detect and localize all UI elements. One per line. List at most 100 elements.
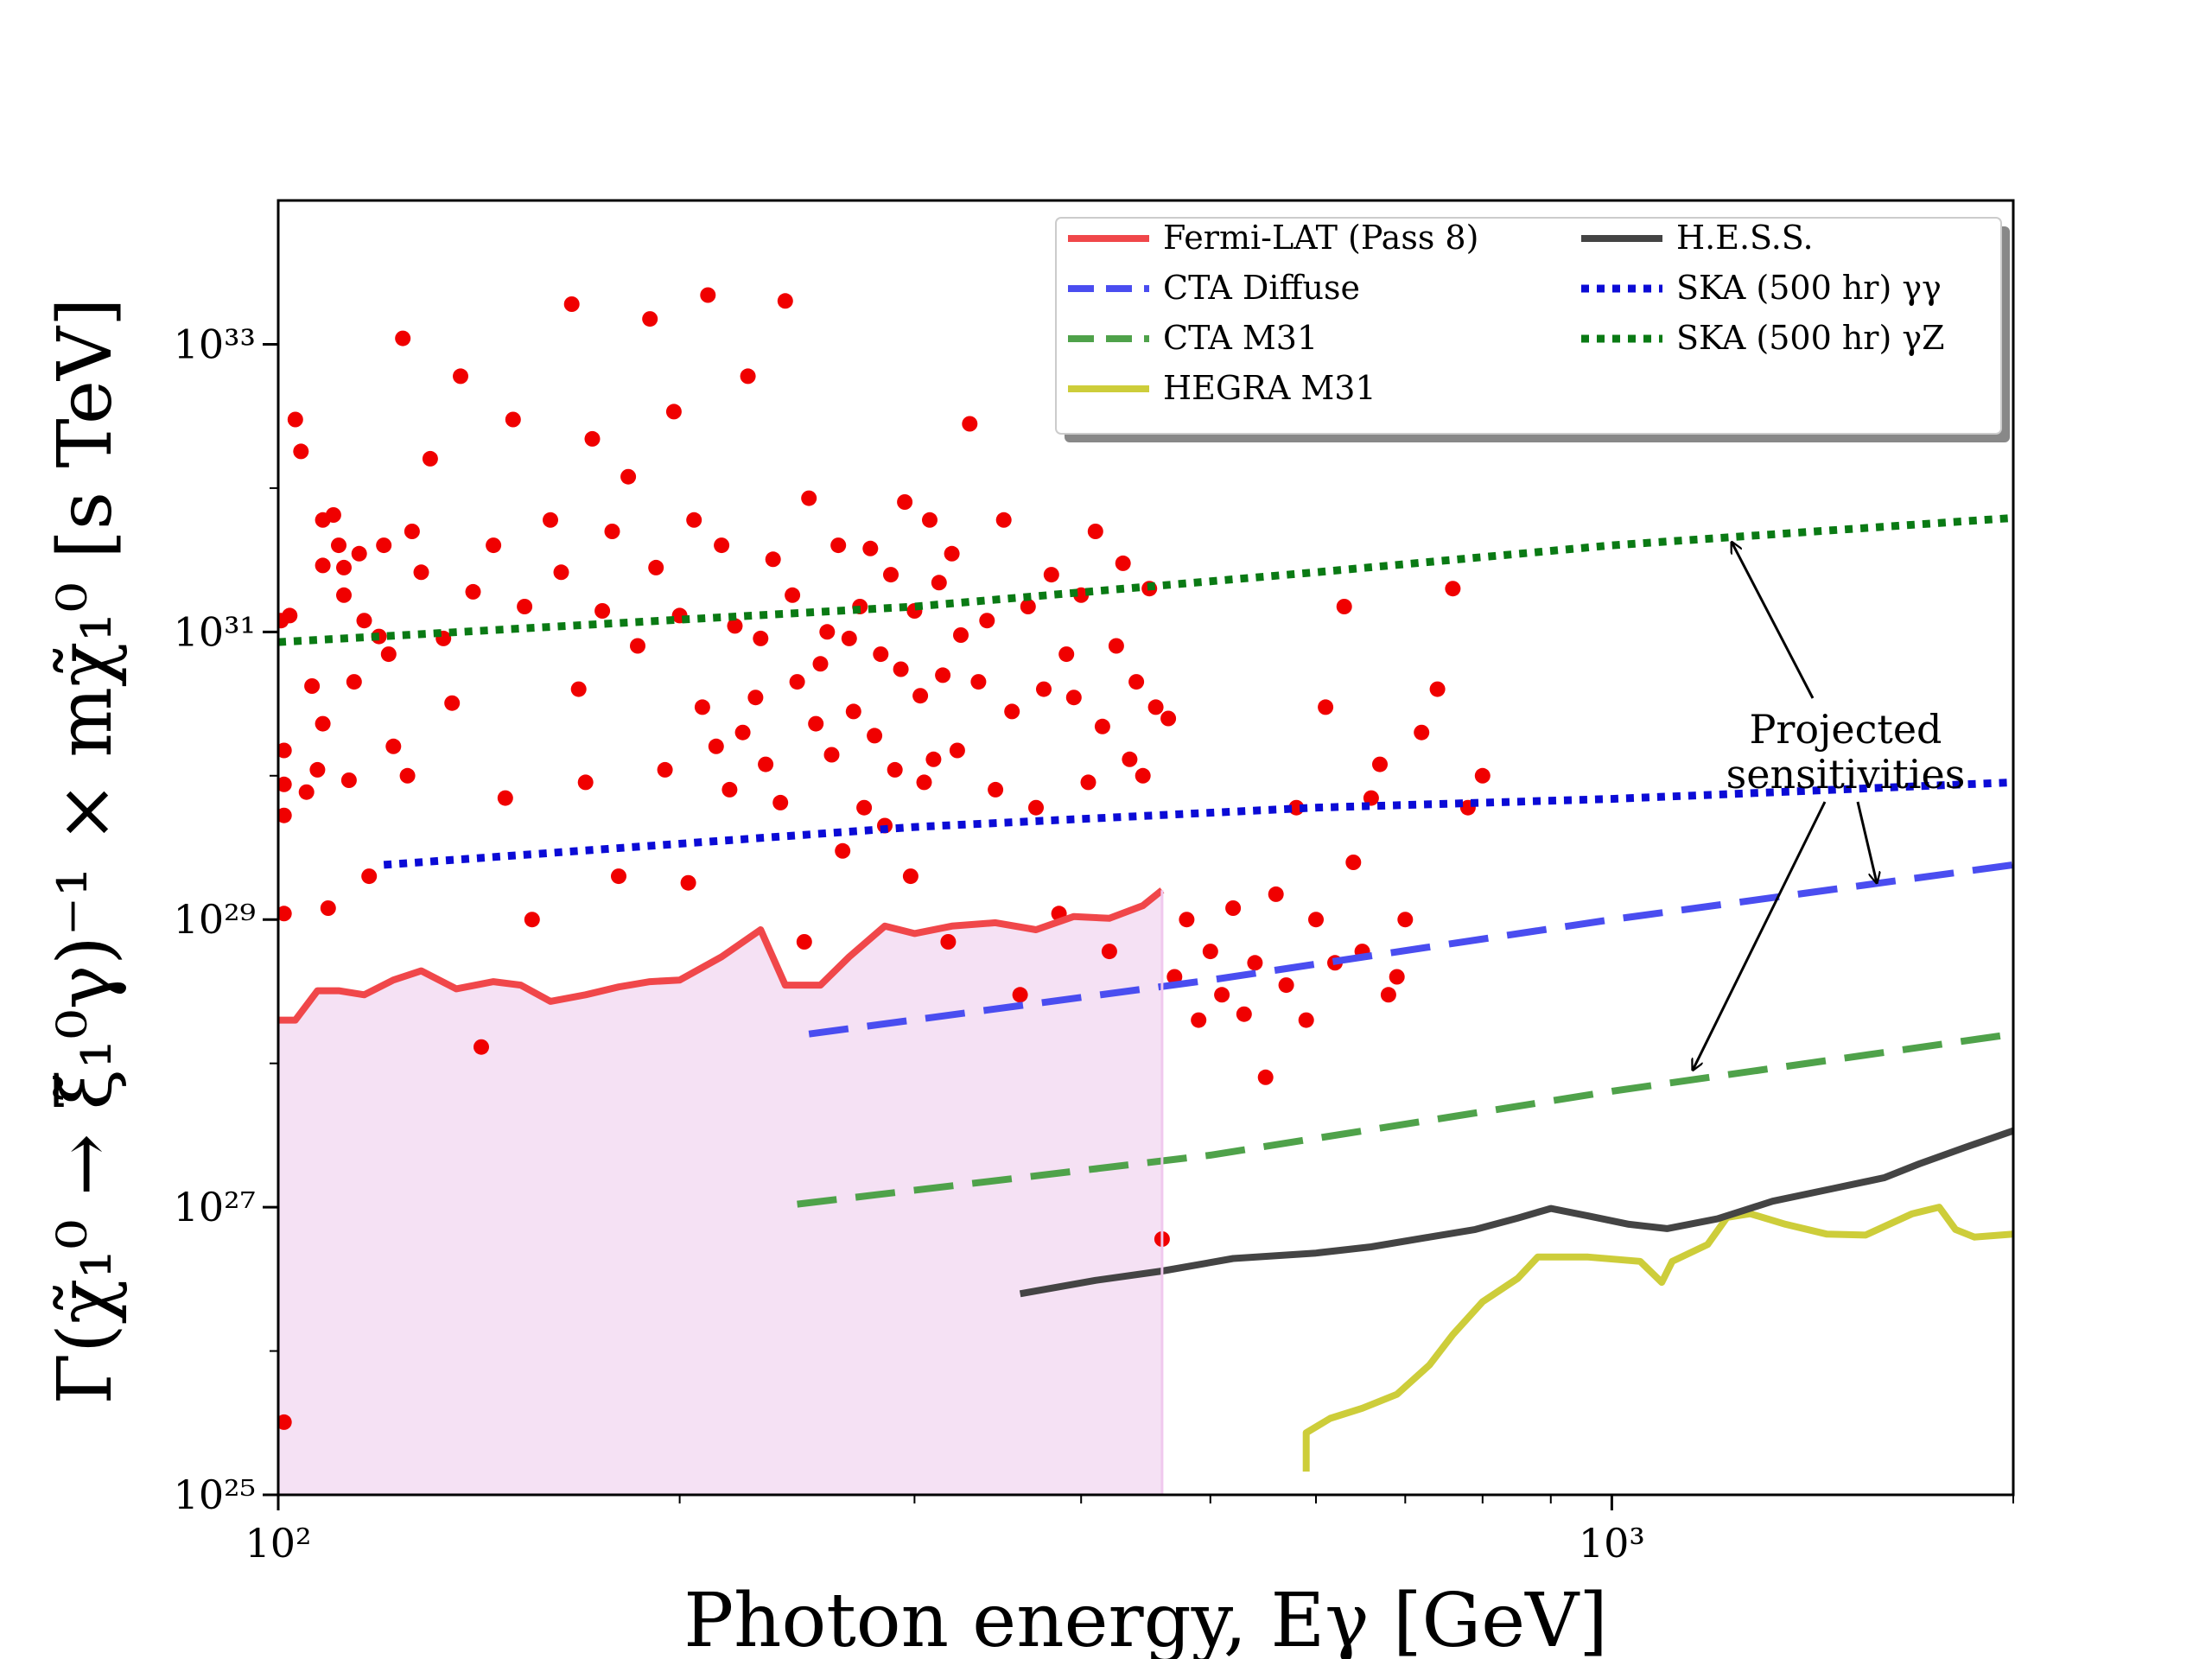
series-line-ska-500-hr-z (278, 513, 2013, 646)
scatter-point (970, 674, 987, 690)
legend-label: CTA Diffuse (1163, 269, 1360, 307)
scatter-point (1202, 944, 1218, 960)
scatter-point (902, 868, 918, 885)
scatter-point (897, 494, 913, 510)
series-line-cta-m31 (797, 1030, 2013, 1208)
scatter-point (630, 638, 645, 654)
x-tick-label: 10² (245, 1520, 312, 1567)
scatter-point (486, 537, 502, 554)
scatter-point (1225, 900, 1242, 916)
scatter-point (1094, 718, 1110, 734)
plot-area (278, 287, 2013, 1495)
scatter-point (862, 540, 879, 556)
scatter-point (657, 761, 673, 778)
legend-entries: Fermi-LAT (Pass 8) H.E.S.S. CTA Diffuse SKA… (1068, 219, 1945, 407)
scatter-point (747, 690, 764, 706)
scatter-point (1268, 886, 1284, 902)
scatter-point (1087, 524, 1103, 539)
scatter-point (1065, 690, 1082, 706)
scatter-point (1128, 674, 1145, 690)
y-tick-label: 10²⁷ (174, 1184, 256, 1230)
scatter-point (789, 674, 805, 690)
scatter-point (1278, 977, 1294, 994)
scatter-point (1336, 599, 1352, 614)
scatter-point (979, 613, 995, 629)
scatter-point (893, 661, 909, 677)
scatter-point (758, 756, 774, 772)
series-line-fermi-lat-pass-8 (278, 887, 1165, 1024)
scatter-point (453, 368, 468, 385)
scatter-point (721, 781, 738, 798)
y-tick-label: 10³¹ (174, 608, 256, 655)
scatter-point (278, 742, 292, 759)
scatter-point (988, 781, 1004, 798)
scatter-point (922, 512, 938, 528)
scatter-point (714, 537, 730, 554)
scatter-point (570, 681, 587, 697)
scatter-point (497, 790, 513, 806)
scatter-point (785, 587, 801, 603)
scatter-point (812, 656, 829, 672)
scatter-point (665, 404, 682, 420)
scatter-point (1036, 681, 1052, 697)
scatter-point (1101, 944, 1117, 960)
scatter-point (422, 450, 438, 467)
scatter-point (1135, 767, 1151, 784)
scatter-points (278, 287, 1491, 1430)
scatter-point (465, 583, 481, 600)
scatter-point (1236, 1006, 1252, 1022)
scatter-point (604, 524, 620, 539)
scatter-point (830, 537, 847, 554)
scatter-point (278, 1414, 292, 1430)
y-tick-label: 10³³ (174, 321, 256, 367)
scatter-point (287, 411, 303, 428)
scatter-point (1166, 969, 1183, 985)
scatter-point (1080, 774, 1096, 791)
annotation-arrow (1732, 543, 1815, 699)
scatter-point (916, 774, 932, 791)
scatter-point (995, 512, 1012, 528)
scatter-point (399, 767, 416, 784)
scatter-point (1043, 567, 1059, 583)
scatter-point (505, 411, 521, 428)
scatter-point (380, 646, 397, 663)
scatter-point (867, 728, 883, 744)
scatter-point (278, 906, 292, 922)
annotation-line-2: sensitivities (1726, 751, 1966, 798)
scatter-point (404, 524, 420, 539)
curve-series (278, 513, 2013, 1472)
scatter-point (395, 330, 411, 346)
scatter-point (278, 776, 292, 792)
scatter-point (734, 724, 751, 741)
scatter-point (594, 603, 611, 619)
annotation-arrow (1693, 801, 1827, 1070)
scatter-point (1345, 855, 1362, 870)
legend-label: SKA (500 hr) γZ (1676, 319, 1945, 357)
scatter-point (727, 618, 743, 634)
scatter-point (694, 699, 710, 715)
scatter-point (325, 507, 341, 523)
scatter-point (1191, 1012, 1207, 1028)
scatter-point (1147, 699, 1164, 715)
scatter-point (772, 794, 789, 810)
annotation-arrows (1693, 543, 1877, 1071)
scatter-point (320, 900, 336, 916)
scatter-point (517, 599, 533, 614)
legend-label: Fermi-LAT (Pass 8) (1163, 219, 1478, 257)
scatter-point (1308, 912, 1324, 928)
legend-label: SKA (500 hr) γγ (1676, 269, 1942, 307)
scatter-point (553, 564, 569, 581)
y-axis-label: Γ(χ̃₁⁰ → ξ̃₁⁰γ)⁻¹ × mχ̃₁⁰ [s TeV] (42, 297, 129, 1404)
scatter-point (1380, 987, 1396, 1003)
scatter-point (801, 490, 817, 506)
scatter-point (282, 607, 298, 624)
scatter-point (315, 557, 331, 574)
scatter-point (611, 868, 626, 885)
legend-label: H.E.S.S. (1676, 219, 1814, 257)
scatter-point (845, 703, 861, 720)
scatter-point (1298, 1012, 1314, 1028)
scatter-point (315, 715, 331, 732)
scatter-point (577, 774, 594, 791)
scatter-point (686, 512, 702, 528)
scatter-point (1257, 1069, 1274, 1085)
